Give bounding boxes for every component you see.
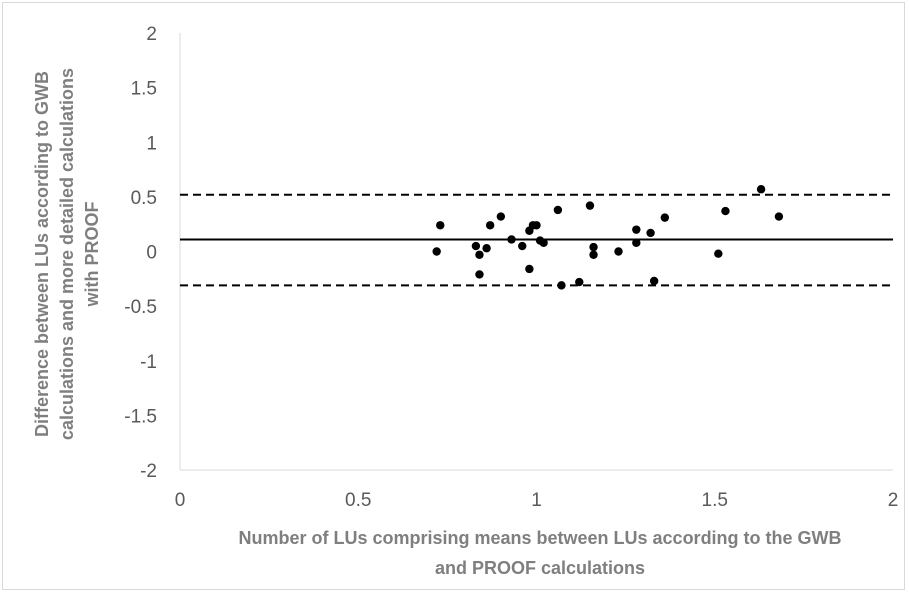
data-point xyxy=(649,276,659,286)
data-point xyxy=(557,281,566,290)
y-axis-title-line-1: Difference between LUs according to GWB xyxy=(32,71,52,437)
data-point xyxy=(432,247,441,256)
data-point xyxy=(518,241,527,251)
x-tick-labels: 0 0.5 1 1.5 2 xyxy=(175,490,899,511)
x-tick-label: 1 xyxy=(531,490,542,511)
data-point xyxy=(471,241,481,251)
data-point xyxy=(532,221,541,230)
data-point xyxy=(553,205,563,215)
data-point xyxy=(525,264,534,274)
data-point xyxy=(660,213,670,222)
x-tick-label: 0.5 xyxy=(345,490,371,511)
data-point xyxy=(589,242,598,252)
x-tick-label: 2 xyxy=(888,490,899,511)
data-point xyxy=(475,250,484,259)
data-point xyxy=(721,206,730,216)
data-point xyxy=(496,212,506,221)
data-point xyxy=(485,221,495,230)
data-point xyxy=(632,225,641,234)
y-axis-title: Difference between LUs according to GWB … xyxy=(32,68,102,440)
x-tick-label: 0 xyxy=(175,490,186,511)
data-point xyxy=(614,247,623,256)
data-point xyxy=(475,270,484,279)
y-tick-label: 1 xyxy=(146,133,157,154)
y-tick-label: -1.5 xyxy=(124,406,157,427)
data-point xyxy=(585,201,595,210)
data-point xyxy=(756,185,766,194)
y-tick-label: 1.5 xyxy=(131,79,157,100)
x-tick-label: 1.5 xyxy=(702,490,728,511)
data-points xyxy=(432,185,784,290)
y-tick-labels: 2 1.5 1 0.5 0 -0.5 -1 -1.5 -2 xyxy=(124,24,157,482)
x-axis-title-line-1: Number of LUs comprising means between L… xyxy=(238,528,841,548)
y-tick-label: 0.5 xyxy=(131,188,157,209)
y-axis-title-line-3: with PROOF xyxy=(82,202,102,308)
data-point xyxy=(507,235,516,244)
y-tick-label: -2 xyxy=(140,461,157,482)
y-axis-title-line-2: calculations and more detailed calculati… xyxy=(57,68,77,440)
data-point xyxy=(482,244,491,253)
data-point xyxy=(539,238,548,247)
data-point xyxy=(589,250,598,259)
y-tick-label: -1 xyxy=(140,352,157,373)
data-point xyxy=(632,238,641,247)
data-point xyxy=(714,249,723,258)
x-axis-title-line-2: and PROOF calculations xyxy=(435,558,645,578)
y-tick-label: 2 xyxy=(146,24,157,45)
data-point xyxy=(575,277,584,287)
data-point xyxy=(436,221,445,230)
data-point xyxy=(774,212,784,221)
data-point xyxy=(646,228,655,238)
axes xyxy=(179,33,893,471)
y-tick-label: 0 xyxy=(146,243,157,264)
y-tick-label: -0.5 xyxy=(124,297,157,318)
